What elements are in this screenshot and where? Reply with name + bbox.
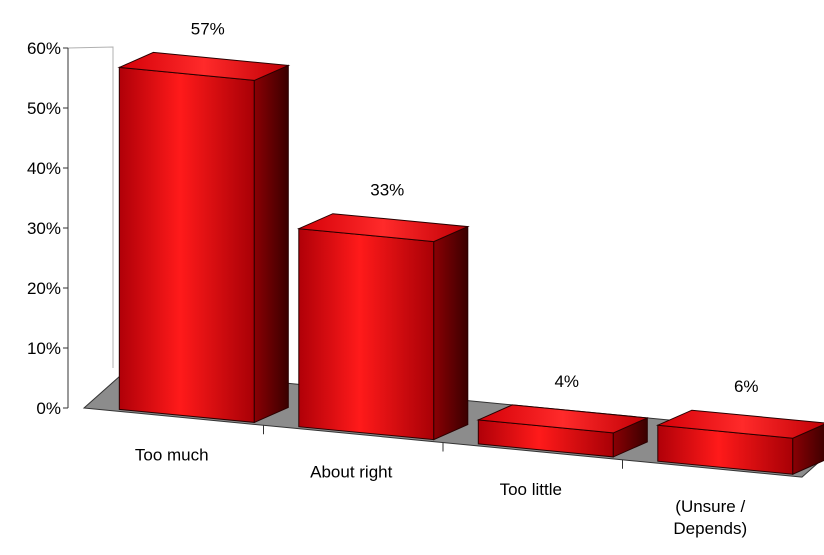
bar-side-face <box>433 225 469 441</box>
x-tick-label: (Unsure / <box>675 497 745 516</box>
bar-top-face <box>655 409 824 439</box>
data-label: 4% <box>554 372 579 391</box>
back-wall-edge <box>67 46 114 368</box>
bar-side-face <box>253 64 289 424</box>
bar-too-much <box>117 51 291 424</box>
y-tick-label: 0% <box>36 399 61 418</box>
bar-top-face <box>117 51 291 81</box>
y-tick-label: 10% <box>27 339 61 358</box>
data-label: 57% <box>191 19 225 38</box>
bar-about-right <box>296 213 470 441</box>
x-tick-label: Too little <box>500 480 562 499</box>
bar-top-face <box>296 213 470 243</box>
x-tick-label: Too much <box>135 445 209 464</box>
y-tick-label: 60% <box>27 39 61 58</box>
bar-too-little <box>476 404 650 458</box>
bar-front-face <box>118 66 255 423</box>
y-tick-label: 20% <box>27 279 61 298</box>
bar-front-face <box>298 228 435 441</box>
data-label: 33% <box>370 181 404 200</box>
x-tick-label: Depends) <box>673 519 747 538</box>
data-label: 6% <box>734 377 759 396</box>
y-tick-label: 50% <box>27 99 61 118</box>
y-tick-label: 30% <box>27 219 61 238</box>
x-tick-label: About right <box>310 463 392 482</box>
y-tick-label: 40% <box>27 159 61 178</box>
bar-top-face <box>476 404 650 434</box>
bar-unsure-depends <box>655 409 824 475</box>
